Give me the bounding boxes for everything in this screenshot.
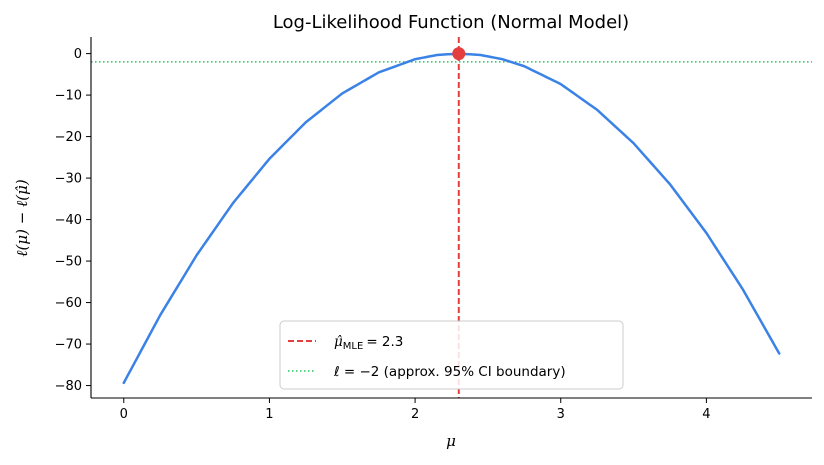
y-tick-label: −10 — [55, 89, 82, 104]
y-tick-label: −30 — [55, 172, 82, 187]
y-tick-label: −80 — [55, 379, 82, 394]
legend-ci-label: ℓ = −2 (approx. 95% CI boundary) — [333, 364, 566, 380]
legend-mle-value: = 2.3 — [366, 334, 403, 350]
x-tick-label: 3 — [557, 407, 565, 422]
mle-point — [452, 47, 466, 61]
x-tick-label: 1 — [265, 407, 273, 422]
legend-mle-subscript: MLE — [343, 341, 364, 352]
y-axis-title: ℓ(μ) − ℓ(μ̂) — [13, 179, 31, 257]
x-axis-title: μ — [446, 432, 456, 450]
x-tick-label: 0 — [120, 407, 128, 422]
y-tick-label: −20 — [55, 130, 82, 145]
y-tick-label: 0 — [74, 47, 82, 62]
y-tick-label: −70 — [55, 338, 82, 353]
legend: μ̂MLE = 2.3 ℓ = −2 (approx. 95% CI bounda… — [279, 320, 624, 390]
legend-mle-label: μ̂MLE = 2.3 — [334, 334, 403, 352]
y-tick-label: −40 — [55, 213, 82, 228]
legend-mle-symbol: μ̂ — [334, 334, 343, 350]
x-ticks: 0 1 2 3 4 — [120, 398, 711, 422]
chart-title: Log-Likelihood Function (Normal Model) — [273, 12, 629, 33]
y-tick-label: −50 — [55, 255, 82, 270]
x-tick-label: 2 — [411, 407, 419, 422]
y-ticks: 0 −10 −20 −30 −40 −50 −60 −70 −80 — [55, 47, 91, 394]
x-tick-label: 4 — [702, 407, 710, 422]
legend-box — [279, 320, 624, 390]
series-line-0 — [122, 52, 781, 385]
y-tick-label: −60 — [55, 296, 82, 311]
